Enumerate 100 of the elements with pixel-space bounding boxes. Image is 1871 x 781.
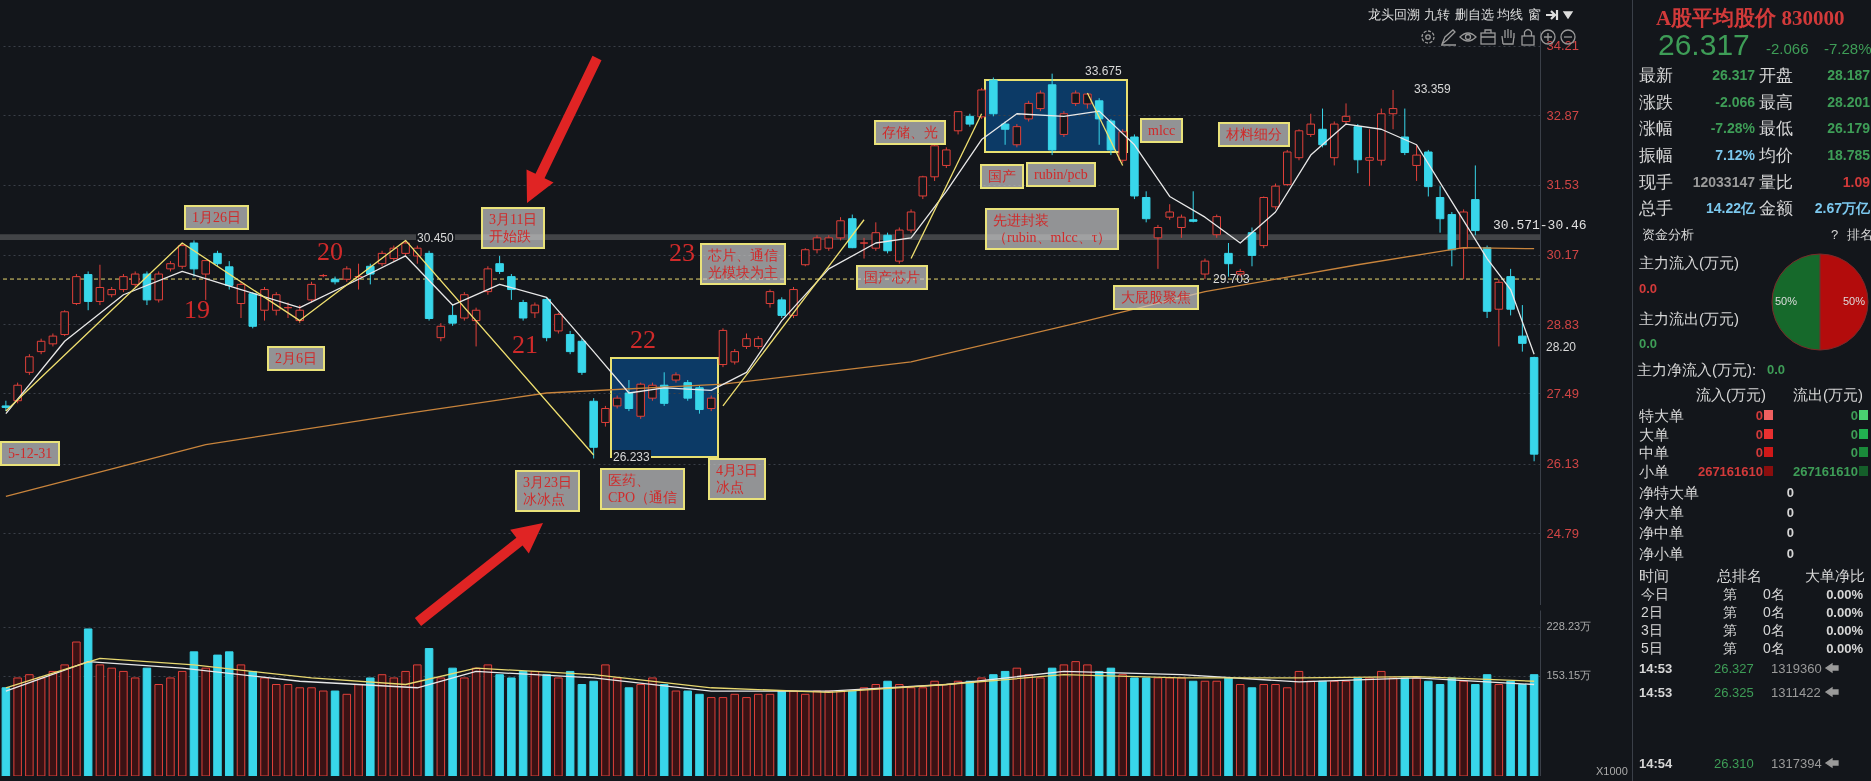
bar — [342, 693, 352, 776]
text: 1311422 — [1771, 684, 1821, 700]
text: 14.22亿 — [1705, 200, 1755, 216]
bar — [1153, 677, 1163, 776]
bar — [789, 690, 798, 776]
y-tick-label: 32.87 — [1546, 107, 1580, 123]
text: A股平均股价 830000 — [1656, 5, 1845, 30]
bar — [1294, 670, 1304, 776]
bar — [95, 664, 105, 776]
candlestick — [495, 255, 504, 275]
bar — [389, 677, 399, 776]
text: 0名 — [1763, 586, 1785, 602]
bar — [1365, 677, 1374, 776]
bar — [1141, 677, 1151, 776]
bar — [1047, 667, 1057, 776]
y-tick-label: 228.23万 — [1546, 620, 1592, 633]
bar — [248, 670, 258, 776]
text: 净特大单 — [1639, 483, 1699, 501]
candlestick — [953, 110, 963, 135]
candlestick — [1247, 227, 1257, 267]
bar — [953, 680, 963, 776]
text: 总排名 — [1717, 566, 1762, 584]
bar — [507, 677, 516, 776]
y-tick-label: 26.13 — [1546, 456, 1580, 472]
bar — [319, 690, 328, 776]
candlestick — [1000, 121, 1010, 146]
candlestick — [201, 260, 210, 301]
bar — [1130, 677, 1139, 776]
bar — [1271, 684, 1280, 776]
candlestick — [777, 296, 787, 319]
candlestick — [859, 237, 869, 260]
candlestick — [765, 289, 775, 309]
bar — [483, 664, 493, 776]
candlestick — [1200, 258, 1210, 280]
bar — [1341, 680, 1351, 776]
bar — [436, 677, 446, 776]
text: 1319360 — [1771, 660, 1822, 676]
bar — [201, 667, 210, 776]
text: 最低 — [1759, 118, 1793, 138]
text: 0.00% — [1826, 622, 1863, 638]
bar — [130, 677, 140, 776]
candlestick — [1341, 102, 1351, 125]
candlestick — [119, 273, 128, 293]
text: 3日 — [1641, 622, 1663, 638]
text: -2.066 — [1766, 39, 1809, 57]
text: 0 — [1755, 426, 1763, 442]
bar — [330, 690, 340, 776]
text: 涨跌 — [1639, 92, 1673, 112]
text: 28.201 — [1827, 94, 1870, 110]
text: 0.0 — [1639, 335, 1658, 351]
text: 量比 — [1759, 172, 1793, 192]
bar — [1330, 680, 1339, 776]
text: 大单 — [1639, 425, 1669, 443]
candlestick — [95, 264, 105, 306]
bar — [307, 687, 316, 776]
candlestick — [1141, 190, 1151, 223]
bar — [1235, 684, 1245, 776]
bar — [1529, 674, 1539, 776]
bar — [1435, 684, 1445, 776]
bar — [1083, 664, 1092, 776]
bar — [154, 684, 163, 776]
bar — [989, 674, 998, 776]
bar — [753, 693, 763, 776]
text: 均线 — [1497, 6, 1523, 24]
text: 0名 — [1763, 640, 1785, 656]
bar — [1165, 677, 1174, 776]
bar — [812, 690, 822, 776]
bar — [1200, 680, 1210, 776]
annotation: 5-12-31 — [0, 441, 61, 466]
annotation: 23 — [669, 238, 695, 268]
candlestick — [1188, 190, 1198, 223]
candlestick — [1177, 214, 1186, 239]
bar — [1471, 684, 1480, 776]
bar — [942, 684, 951, 776]
bar — [1306, 680, 1316, 776]
text: 0 — [1786, 504, 1794, 520]
bar — [1506, 680, 1515, 776]
annotation: 先进封装（rubin、mlcc、τ） — [985, 208, 1120, 250]
y-tick-label: 31.53 — [1546, 177, 1580, 193]
bar — [1012, 667, 1022, 776]
text: 28.20 — [1545, 340, 1578, 354]
bar — [1400, 677, 1410, 776]
candlestick — [518, 299, 528, 322]
bar — [25, 674, 34, 776]
text: 18.785 — [1827, 147, 1870, 163]
bar — [119, 670, 128, 776]
bar — [883, 680, 892, 776]
bar — [366, 677, 375, 776]
bar — [460, 677, 469, 776]
text: 流入(万元) — [1696, 385, 1766, 403]
bar — [1447, 677, 1457, 776]
bar — [683, 690, 692, 776]
bar — [283, 684, 293, 776]
bar — [1024, 674, 1033, 776]
bar — [859, 687, 869, 776]
bar — [272, 684, 281, 776]
candlestick — [177, 242, 187, 270]
text: 7.12% — [1715, 147, 1755, 163]
candlestick — [1435, 185, 1445, 234]
bar — [565, 670, 575, 776]
